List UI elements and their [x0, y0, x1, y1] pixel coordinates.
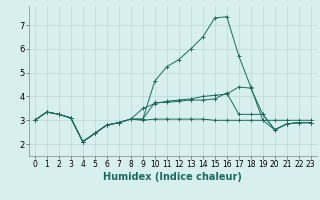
X-axis label: Humidex (Indice chaleur): Humidex (Indice chaleur) — [103, 172, 242, 182]
